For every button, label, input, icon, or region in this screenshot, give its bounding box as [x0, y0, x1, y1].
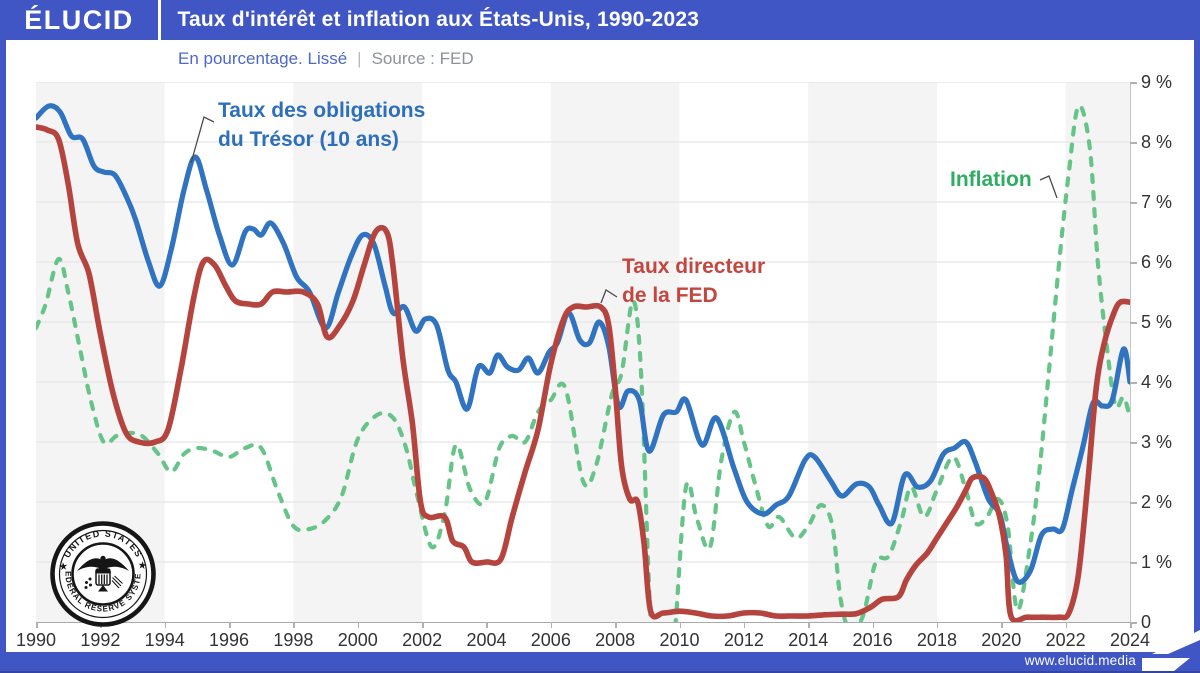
x-axis-label: 2000 — [337, 630, 378, 650]
y-axis-tick — [1130, 142, 1137, 144]
y-axis-label: 6 % — [1141, 252, 1173, 272]
footer-bar: www.elucid.media — [0, 652, 1200, 673]
x-axis-label: 2010 — [659, 630, 700, 650]
header: ÉLUCID Taux d'intérêt et inflation aux É… — [0, 0, 1200, 40]
background-band — [808, 82, 937, 622]
subtitle-source: Source : FED — [371, 49, 474, 68]
x-axis-label: 2004 — [466, 630, 507, 650]
x-axis-tick — [486, 622, 488, 628]
x-axis-tick — [936, 622, 939, 628]
y-axis-label: 7 % — [1141, 192, 1173, 212]
header-divider — [158, 0, 161, 40]
y-axis-tick — [1130, 262, 1137, 264]
x-axis-line — [36, 621, 1137, 624]
x-axis-tick — [36, 622, 38, 628]
treasury-label: Taux des obligations du Trésor (10 ans) — [218, 96, 425, 154]
y-axis-tick — [1130, 322, 1137, 324]
y-axis-line — [1130, 82, 1132, 622]
frame-edge-right — [1194, 40, 1200, 654]
y-axis-label: 8 % — [1141, 132, 1173, 152]
x-axis-label: 1996 — [209, 630, 250, 650]
x-axis-label: 1998 — [273, 630, 314, 650]
fed-label-text: de la FED — [622, 284, 718, 307]
x-axis-label: 2002 — [402, 630, 443, 650]
x-axis-tick — [164, 622, 167, 628]
footer-url: www.elucid.media — [1024, 653, 1136, 668]
y-axis-tick — [1130, 442, 1137, 444]
y-axis-tick — [1130, 82, 1137, 84]
x-axis-label: 1992 — [80, 630, 121, 650]
x-axis-label: 2012 — [723, 630, 764, 650]
x-axis-label: 2016 — [852, 630, 893, 650]
x-axis-tick — [293, 622, 295, 628]
y-axis-label: 1 % — [1141, 552, 1173, 572]
x-axis-tick — [1130, 622, 1132, 628]
y-axis-tick — [1130, 562, 1137, 564]
subtitle-separator: | — [357, 49, 362, 68]
x-axis-label: 2018 — [916, 630, 957, 650]
plot-canvas — [36, 82, 1130, 622]
x-axis-tick — [872, 622, 875, 628]
federal-reserve-seal-icon: ★ UNITED STATES ★ FEDERAL RESERVE SYSTEM — [50, 521, 156, 627]
y-axis-label: 5 % — [1141, 312, 1173, 332]
series-line-inflation — [36, 103, 1130, 622]
inflation-label-text: Inflation — [950, 168, 1032, 191]
y-axis-tick — [1130, 202, 1137, 204]
x-axis-label: 1990 — [15, 630, 57, 650]
y-axis-label: 0 — [1141, 612, 1152, 632]
x-axis-label: 1994 — [144, 630, 185, 650]
fed-label-text: Taux directeur — [622, 255, 766, 278]
x-axis-tick — [615, 622, 617, 628]
x-axis-tick — [422, 622, 424, 628]
inflation-label: Inflation — [950, 165, 1032, 194]
treasury-label-text: du Trésor (10 ans) — [218, 128, 399, 151]
x-axis-tick — [1001, 622, 1003, 628]
x-axis-tick — [229, 622, 231, 628]
x-axis-label: 2008 — [595, 630, 636, 650]
y-axis-label: 9 % — [1141, 72, 1173, 92]
x-axis-tick — [679, 622, 682, 628]
page-title: Taux d'intérêt et inflation aux États-Un… — [177, 8, 700, 31]
x-axis-tick — [357, 622, 360, 628]
x-axis-tick — [743, 622, 746, 628]
y-axis-tick — [1130, 502, 1137, 504]
series-line-taux-directeur-de-la-fed — [36, 124, 1130, 622]
x-axis-label: 2014 — [788, 630, 829, 650]
frame-edge-left — [0, 40, 6, 654]
y-axis-label: 4 % — [1141, 372, 1173, 392]
y-axis-label: 2 % — [1141, 492, 1173, 512]
y-axis-tick — [1130, 622, 1137, 624]
subtitle-bar: En pourcentage. Lissé | Source : FED — [6, 40, 1194, 78]
x-axis-tick — [550, 622, 553, 628]
eagle-icon — [77, 555, 129, 592]
elucid-logo: ÉLUCID — [24, 4, 134, 35]
y-axis-label: 3 % — [1141, 432, 1173, 452]
x-axis-label: 2006 — [530, 630, 571, 650]
background-band — [550, 82, 680, 622]
fed-label: Taux directeur de la FED — [622, 252, 765, 310]
x-axis-label: 2024 — [1109, 630, 1151, 650]
background-band — [1065, 82, 1130, 622]
treasury-label-text: Taux des obligations — [218, 99, 426, 122]
x-axis-label: 2020 — [981, 630, 1022, 650]
flag-icon — [1152, 630, 1200, 654]
flag-pennant-icon — [1142, 658, 1190, 671]
x-axis-tick — [1065, 622, 1068, 628]
y-axis-tick — [1130, 382, 1137, 384]
x-axis-label: 2022 — [1045, 630, 1086, 650]
subtitle-note: En pourcentage. Lissé — [178, 49, 348, 68]
x-axis-tick — [808, 622, 810, 628]
